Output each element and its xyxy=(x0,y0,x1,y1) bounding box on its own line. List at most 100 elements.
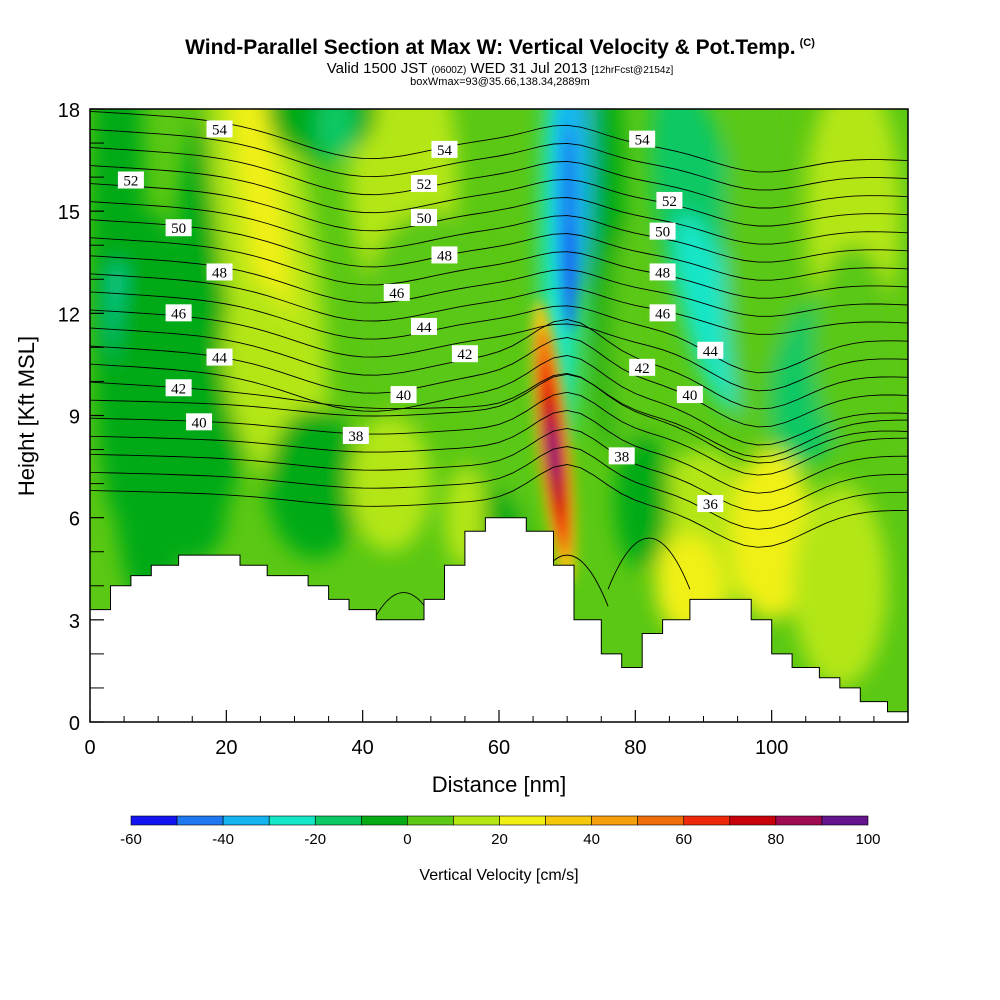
isentrope-label: 36 xyxy=(697,495,724,513)
isentrope-label-text: 50 xyxy=(655,225,670,241)
isentrope-label-text: 44 xyxy=(417,320,433,336)
field-patch xyxy=(314,109,356,161)
isentrope-label: 44 xyxy=(697,341,724,360)
colorbar-tick-label: -20 xyxy=(304,831,326,848)
isentrope-label: 48 xyxy=(649,263,676,281)
colorbar-tick-label: 20 xyxy=(491,831,508,848)
isentrope-label-text: 38 xyxy=(348,429,363,445)
isentrope-label-box xyxy=(608,447,635,465)
colorbar-tick-label: -40 xyxy=(212,831,234,848)
isentrope-line xyxy=(90,165,908,227)
isentrope-label-box xyxy=(383,283,410,301)
isentrope-label: 38 xyxy=(342,426,369,445)
isentrope-label-text: 50 xyxy=(171,221,186,237)
isentrope-label-text: 48 xyxy=(437,248,452,264)
isentrope-label-box xyxy=(165,304,192,322)
y-axis-title: Height [Kft MSL] xyxy=(14,336,39,496)
isentrope-label-box xyxy=(206,120,233,138)
x-tick-label: 100 xyxy=(755,737,788,759)
isentrope-label-box xyxy=(451,345,478,363)
colorbar-swatch xyxy=(361,815,408,826)
isentrope-label-text: 42 xyxy=(171,381,186,397)
isentrope-line xyxy=(607,537,691,590)
colorbar-swatch xyxy=(683,815,731,826)
terrain xyxy=(90,517,908,722)
colorbar-swatch xyxy=(453,815,500,826)
isentrope-line xyxy=(90,446,908,530)
chart-title: Wind-Parallel Section at Max W: Vertical… xyxy=(0,36,1000,60)
colorbar-swatch xyxy=(499,815,546,826)
y-tick-label: 15 xyxy=(58,202,80,224)
isentrope-label-text: 54 xyxy=(635,133,651,149)
isentrope-label-text: 52 xyxy=(123,174,138,190)
isentrope-label: 48 xyxy=(431,246,458,264)
field-patch xyxy=(614,432,670,569)
isentrope-label-text: 40 xyxy=(396,388,411,404)
isentrope-label-text: 36 xyxy=(703,497,719,513)
isentrope-label: 44 xyxy=(206,348,233,367)
colorbar-swatch xyxy=(729,815,777,826)
isentrope-label-box xyxy=(629,358,656,376)
y-tick-label: 9 xyxy=(69,407,80,429)
isentrope-label-text: 52 xyxy=(662,194,677,210)
colorbar-tick-label: 60 xyxy=(675,831,692,848)
x-tick-label: 20 xyxy=(215,737,237,759)
isentrope-label-text: 40 xyxy=(192,415,207,431)
isentrope-label-box xyxy=(649,263,676,281)
isentrope-label: 46 xyxy=(383,283,410,302)
isentrope-line xyxy=(90,273,908,335)
isentrope-label-box xyxy=(117,171,144,189)
valid-time: Valid 1500 JST xyxy=(326,60,428,77)
field-patch xyxy=(792,483,888,688)
field-patch xyxy=(349,415,431,552)
y-tick-label: 6 xyxy=(69,509,80,531)
isentrope-label-box xyxy=(697,495,724,513)
x-tick-label: 0 xyxy=(84,737,95,759)
isentrope-line xyxy=(90,128,908,191)
x-tick-label: 80 xyxy=(624,737,646,759)
colorbar-title: Vertical Velocity [cm/s] xyxy=(419,867,578,884)
isentrope-label-box xyxy=(629,130,656,148)
isentrope-label-box xyxy=(649,304,676,322)
isentrope-label-box xyxy=(431,246,458,264)
field-patch xyxy=(158,459,227,562)
isentrope-line xyxy=(90,373,908,458)
isentrope-label-box xyxy=(431,140,458,158)
isentrope-line xyxy=(90,372,908,464)
colorbar-swatch xyxy=(637,815,685,826)
field-patch xyxy=(229,109,292,363)
colorbar-swatch xyxy=(545,815,592,826)
isentrope-label: 40 xyxy=(390,386,417,404)
isentrope-line xyxy=(90,237,908,299)
x-tick-label: 40 xyxy=(352,737,374,759)
isentrope-line xyxy=(90,201,908,263)
colorbar-swatch xyxy=(591,815,638,826)
colorbar-tick-label: 100 xyxy=(855,831,880,848)
isentrope-label: 40 xyxy=(186,413,213,431)
isentrope-label: 54 xyxy=(206,120,233,138)
isentrope-line xyxy=(90,309,908,392)
isentrope-label-box xyxy=(697,341,724,359)
x-tick-label: 60 xyxy=(488,737,510,759)
isentrope-label-text: 46 xyxy=(171,306,187,322)
isentrope-label: 50 xyxy=(649,222,676,241)
isentrope-line xyxy=(90,355,908,446)
colorbar-swatch xyxy=(775,815,823,826)
colorbar-tick-label: 0 xyxy=(403,831,411,848)
isentrope-label-text: 54 xyxy=(437,143,453,159)
isentrope-label-box xyxy=(411,174,438,192)
isentrope-label: 38 xyxy=(608,447,635,465)
isentrope-label: 46 xyxy=(165,304,192,322)
isentrope-label-box xyxy=(656,191,683,209)
isentrope-label: 46 xyxy=(649,304,676,322)
isentrope-label-box xyxy=(165,219,192,237)
isentrope-label-text: 48 xyxy=(655,265,670,281)
isentrope-label-box xyxy=(206,348,233,366)
y-tick-label: 0 xyxy=(69,713,80,735)
isentrope-line xyxy=(90,147,908,209)
y-tick-label: 3 xyxy=(69,611,80,633)
isentrope-label-text: 48 xyxy=(212,265,227,281)
isentrope-line xyxy=(90,318,908,410)
isentrope-label-text: 42 xyxy=(457,347,472,363)
